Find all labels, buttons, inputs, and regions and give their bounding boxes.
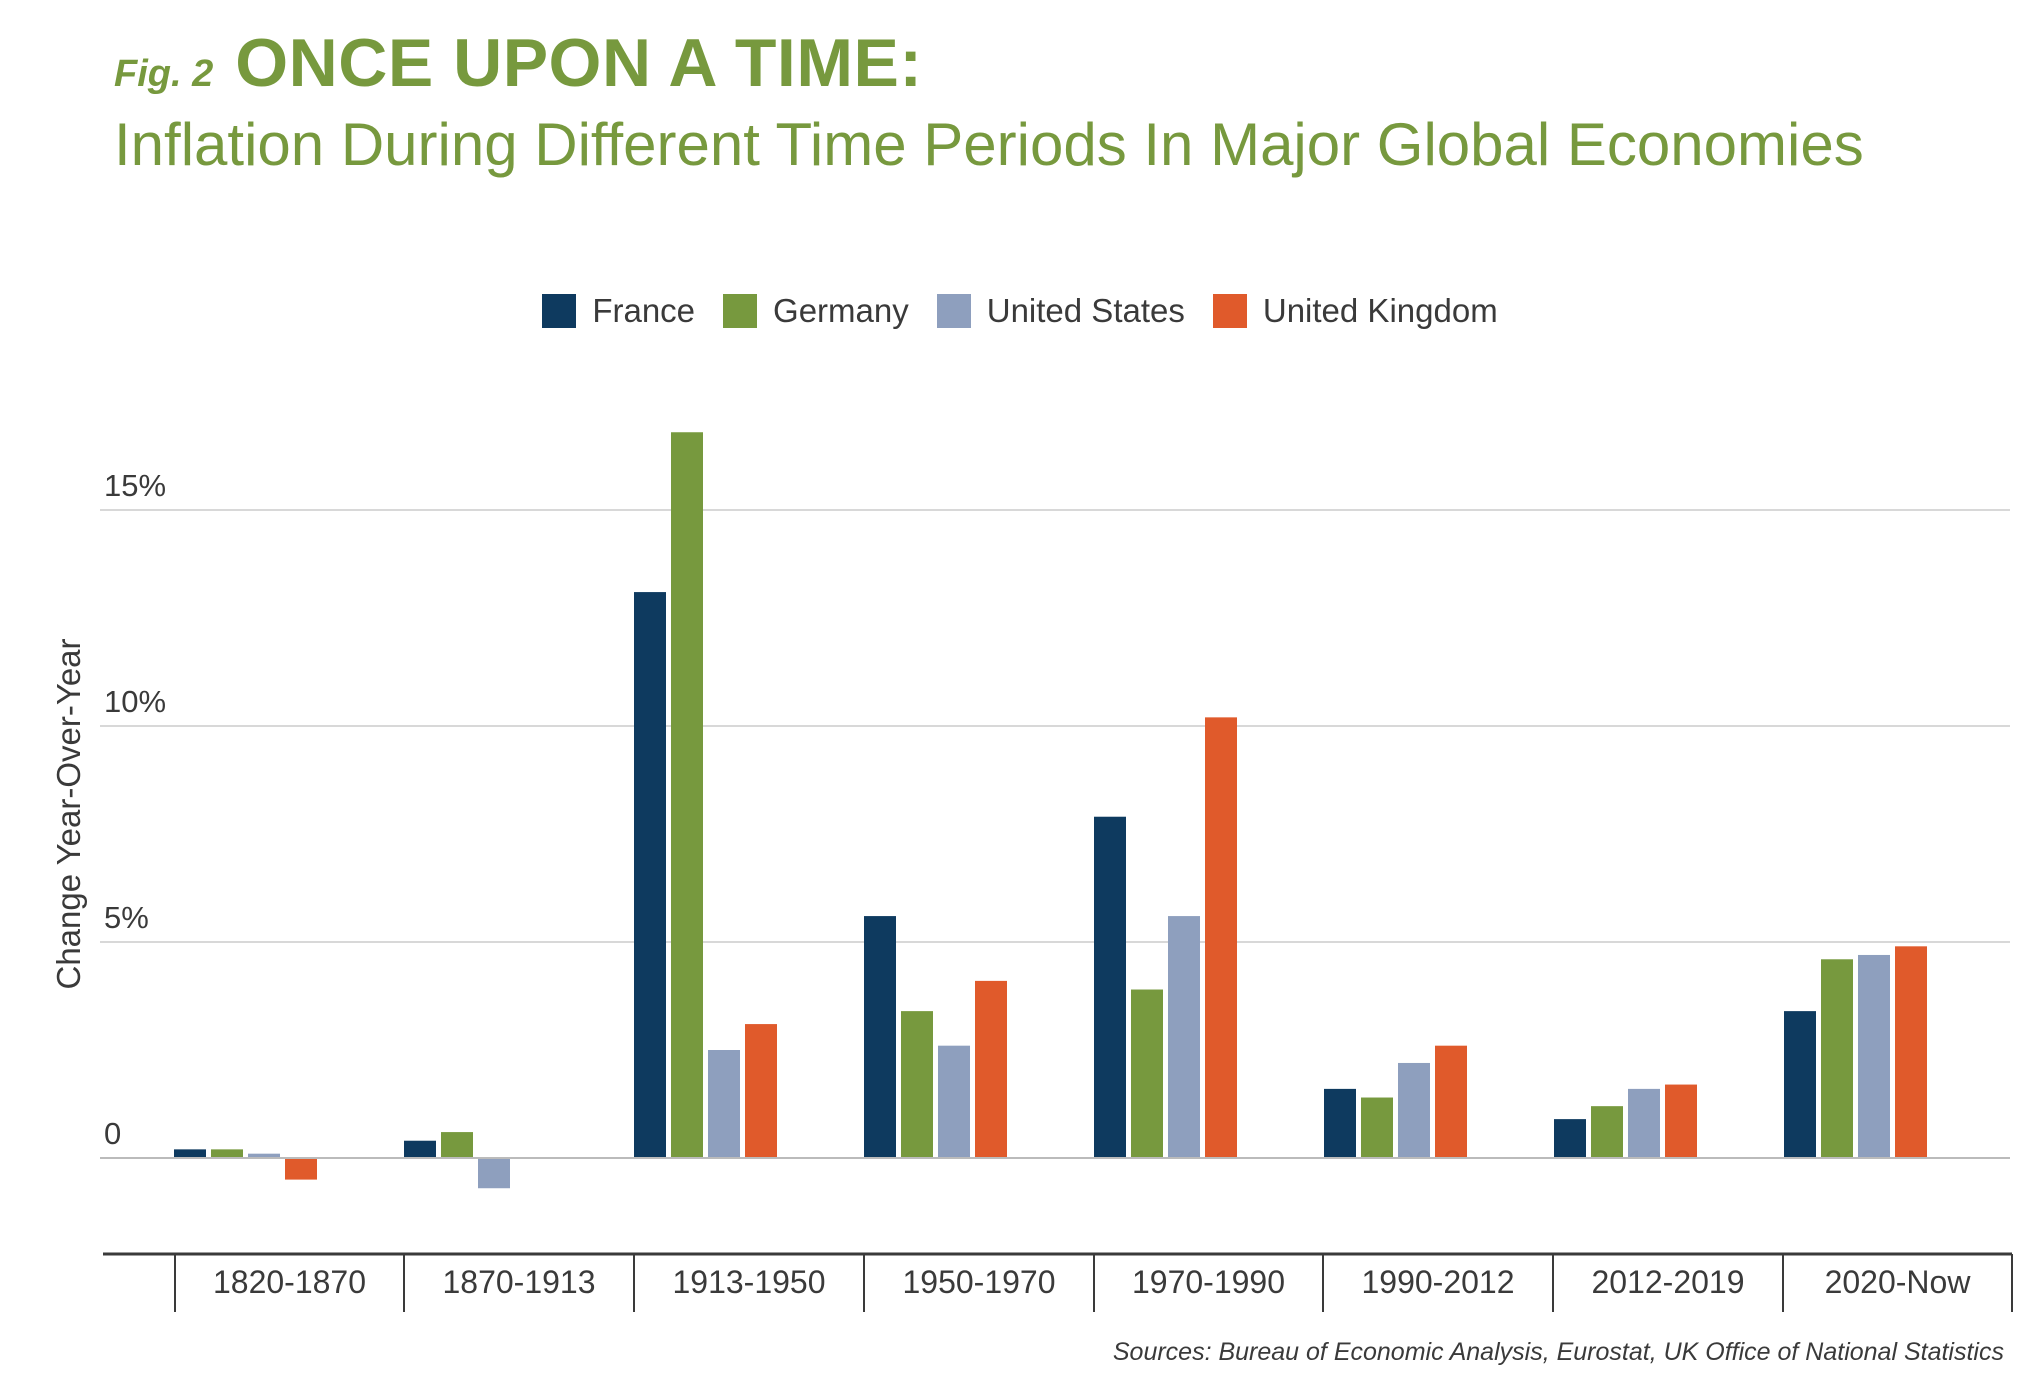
y-tick-label: 10% bbox=[104, 684, 166, 719]
legend-swatch bbox=[723, 294, 758, 328]
x-tick-label: 1950-1970 bbox=[902, 1264, 1055, 1300]
chart-subtitle: Inflation During Different Time Periods … bbox=[114, 111, 1864, 178]
figure-label: Fig. 2 bbox=[114, 53, 214, 95]
bar-germany bbox=[901, 1011, 933, 1158]
bar-germany bbox=[211, 1149, 243, 1158]
bar-germany bbox=[441, 1132, 473, 1158]
chart-header: Fig. 2 ONCE UPON A TIME: Inflation Durin… bbox=[114, 24, 2014, 179]
bar-united-kingdom bbox=[745, 1024, 777, 1158]
legend-label: United States bbox=[986, 292, 1185, 329]
bar-france bbox=[1784, 1011, 1816, 1158]
bar-united-states bbox=[708, 1050, 740, 1158]
y-tick-label: 0 bbox=[104, 1116, 121, 1151]
bar-united-states bbox=[1398, 1062, 1430, 1158]
legend-swatch bbox=[936, 294, 971, 328]
title-row: Fig. 2 ONCE UPON A TIME: bbox=[114, 24, 2014, 102]
legend-label: United Kingdom bbox=[1262, 292, 1498, 329]
legend-item: Germany bbox=[723, 292, 909, 330]
bar-united-kingdom bbox=[1895, 946, 1927, 1158]
x-tick-label: 2020-Now bbox=[1825, 1264, 1972, 1300]
bar-germany bbox=[1131, 989, 1163, 1158]
bar-france bbox=[864, 916, 896, 1158]
y-axis-label: Change Year-Over-Year bbox=[50, 638, 87, 989]
bar-united-states bbox=[1168, 916, 1200, 1158]
legend-label: France bbox=[592, 292, 696, 329]
legend-swatch bbox=[1212, 294, 1247, 328]
bar-france bbox=[174, 1149, 206, 1158]
bar-france bbox=[634, 592, 666, 1158]
legend: France Germany United States United Kingdom bbox=[0, 292, 2040, 330]
bar-germany bbox=[1591, 1106, 1623, 1158]
x-tick-label: 1913-1950 bbox=[672, 1264, 825, 1300]
bar-france bbox=[404, 1140, 436, 1158]
legend-label: Germany bbox=[773, 292, 909, 329]
bar-united-states bbox=[248, 1153, 280, 1158]
x-tick-label: 1870-1913 bbox=[442, 1264, 595, 1300]
x-tick-label: 1970-1990 bbox=[1132, 1264, 1285, 1300]
x-tick-label: 2012-2019 bbox=[1591, 1264, 1744, 1300]
x-tick-label: 1820-1870 bbox=[213, 1264, 366, 1300]
bar-united-states bbox=[938, 1045, 970, 1158]
x-tick-label: 1990-2012 bbox=[1361, 1264, 1514, 1300]
bar-germany bbox=[671, 432, 703, 1158]
bar-united-kingdom bbox=[1665, 1084, 1697, 1158]
bar-united-states bbox=[1628, 1088, 1660, 1158]
legend-item: France bbox=[542, 292, 695, 330]
source-note: Sources: Bureau of Economic Analysis, Eu… bbox=[1112, 1338, 2004, 1366]
bar-united-kingdom bbox=[975, 980, 1007, 1158]
legend-item: United Kingdom bbox=[1212, 292, 1498, 330]
bar-united-kingdom bbox=[285, 1158, 317, 1180]
y-tick-label: 15% bbox=[104, 468, 166, 503]
bar-germany bbox=[1361, 1097, 1393, 1158]
bar-united-states bbox=[478, 1158, 510, 1189]
bar-united-kingdom bbox=[1435, 1045, 1467, 1158]
y-tick-label: 5% bbox=[104, 900, 149, 935]
bar-france bbox=[1324, 1088, 1356, 1158]
bar-france bbox=[1094, 816, 1126, 1158]
bar-united-states bbox=[1858, 954, 1890, 1158]
legend-swatch bbox=[542, 294, 577, 328]
bar-france bbox=[1554, 1119, 1586, 1158]
bar-united-kingdom bbox=[1205, 717, 1237, 1158]
bar-germany bbox=[1821, 959, 1853, 1158]
legend-item: United States bbox=[936, 292, 1185, 330]
chart-title: ONCE UPON A TIME: bbox=[235, 25, 923, 101]
